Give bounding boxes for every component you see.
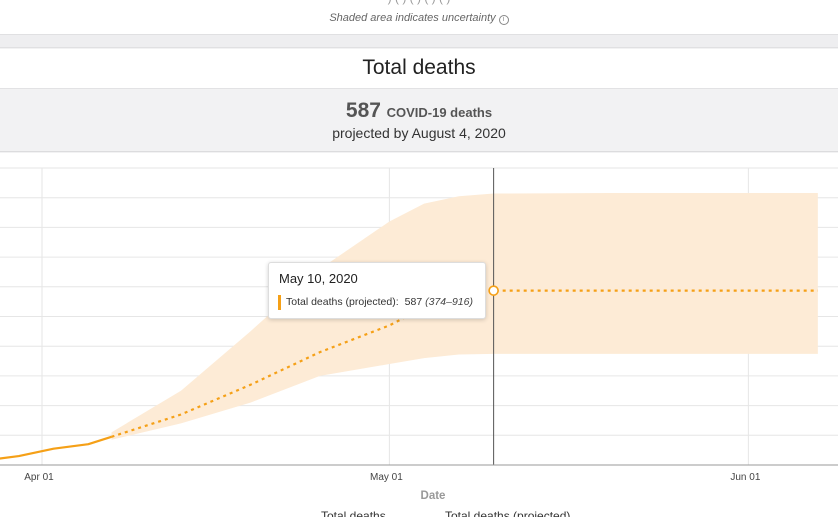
summary-headline: 587 COVID-19 deaths <box>0 99 838 123</box>
tooltip-range: (374–916) <box>425 296 473 308</box>
tooltip-label: Total deaths (projected): <box>286 296 399 308</box>
tooltip-row: Total deaths (projected): 587 (374–916) <box>286 296 473 308</box>
chart-tooltip: May 10, 2020 Total deaths (projected): 58… <box>268 262 486 319</box>
chart-area: Apr 01 May 01 Jun 01 Date Total deaths Total… <box>0 153 838 517</box>
tooltip-date: May 10, 2020 <box>279 271 358 286</box>
top-strip: ) ( ) ( ) ( ) ( ) <box>0 0 838 34</box>
tooltip-value: 587 <box>404 296 423 308</box>
tooltip-series-swatch <box>278 295 281 310</box>
legend: Total deaths Total deaths (projected) <box>321 509 570 517</box>
cursor-point <box>488 285 499 296</box>
panel-title: Total deaths <box>0 49 838 89</box>
hover-cursor <box>488 168 499 465</box>
summary-label: COVID-19 deaths <box>386 105 493 120</box>
summary-box: 587 COVID-19 deaths projected by August … <box>0 90 838 152</box>
total-deaths-line <box>0 435 112 460</box>
axes: Apr 01 May 01 Jun 01 Date <box>0 464 838 502</box>
legend-label-total-deaths: Total deaths <box>321 509 386 517</box>
cut-off-text: ) ( ) ( ) ( ) ( ) <box>0 0 838 5</box>
summary-subtitle: projected by August 4, 2020 <box>332 125 506 141</box>
x-tick-label: Jun 01 <box>730 472 760 483</box>
uncertainty-note: Shaded area indicates uncertainty i <box>0 12 838 25</box>
x-tick-label: May 01 <box>370 472 403 483</box>
summary-number: 587 <box>345 99 381 122</box>
info-icon[interactable]: i <box>498 15 509 25</box>
uncertainty-note-text: Shaded area indicates uncertainty <box>329 12 496 24</box>
x-tick-label: Apr 01 <box>24 472 54 483</box>
legend-label-projected: Total deaths (projected) <box>445 509 570 517</box>
section-divider <box>0 34 838 48</box>
x-axis-title: Date <box>421 490 446 502</box>
